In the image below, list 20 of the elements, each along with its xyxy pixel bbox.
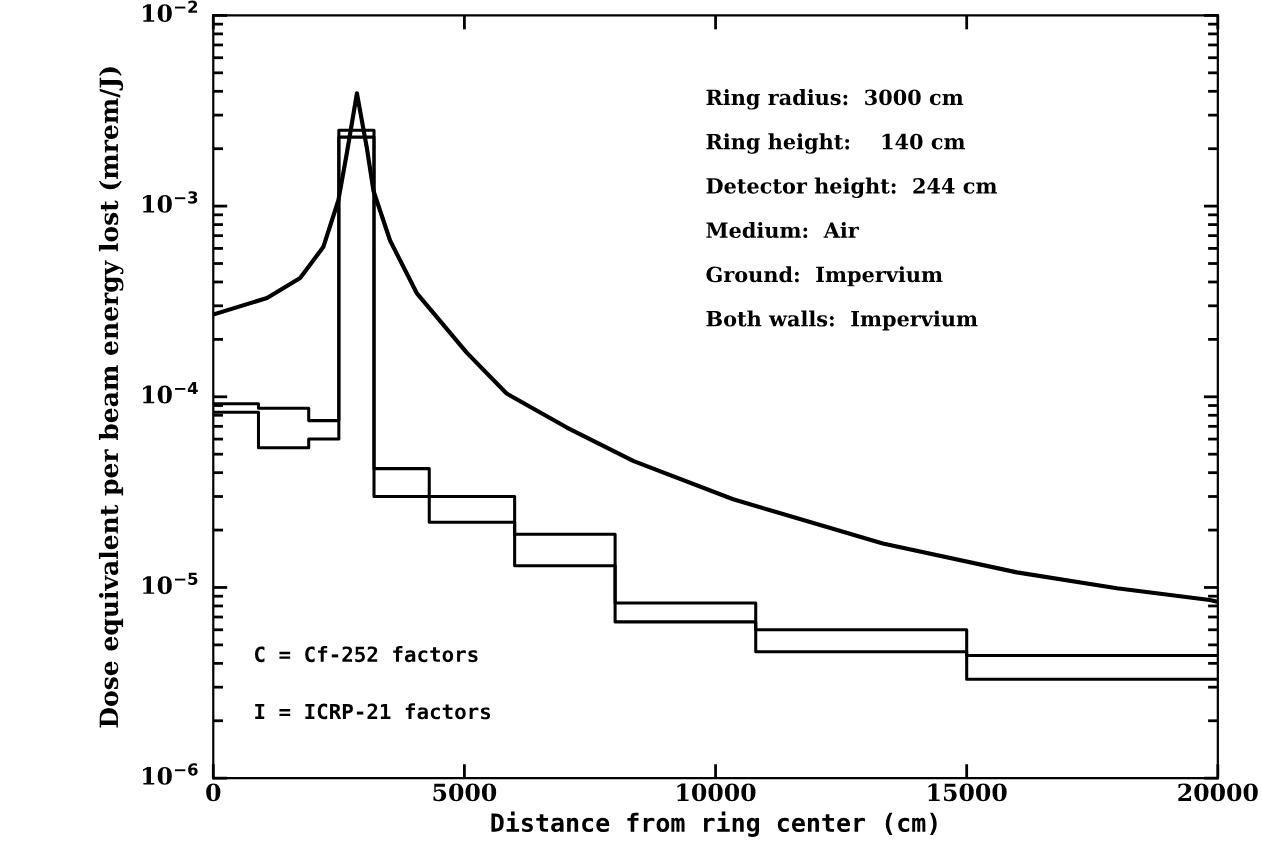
annotation: Ring radius: 3000 cm	[706, 89, 964, 110]
y-tick-label: 10$^{−5}$	[143, 572, 198, 595]
annotation: I = ICRP-21 factors	[255, 703, 491, 720]
y-tick-label: 10$^{−3}$	[143, 191, 198, 213]
y-tick-label: 10$^{−4}$	[143, 382, 198, 404]
annotation: C = Cf-252 factors	[255, 646, 478, 663]
y-axis-title: Dose equivalent per beam energy lost (mrem/J)	[98, 67, 124, 728]
annotation: Detector height: 244 cm	[706, 177, 997, 199]
x-axis-title: Distance from ring center (cm)	[491, 811, 937, 837]
x-tick-label: 15000	[928, 783, 1007, 802]
x-tick-label: 5000	[433, 783, 497, 802]
x-tick-label: 10000	[677, 783, 756, 802]
annotation: Medium: Air	[706, 221, 859, 239]
y-tick-label: 10$^{−6}$	[143, 763, 198, 785]
annotation: Both walls: Impervium	[706, 310, 978, 331]
x-tick-label: 20000	[1178, 783, 1258, 802]
x-tick-label: 0	[206, 783, 221, 802]
annotation: Ring height: 140 cm	[706, 133, 966, 154]
y-tick-label: 10$^{−2}$	[143, 0, 198, 23]
annotation: Ground: Impervium	[706, 266, 943, 287]
